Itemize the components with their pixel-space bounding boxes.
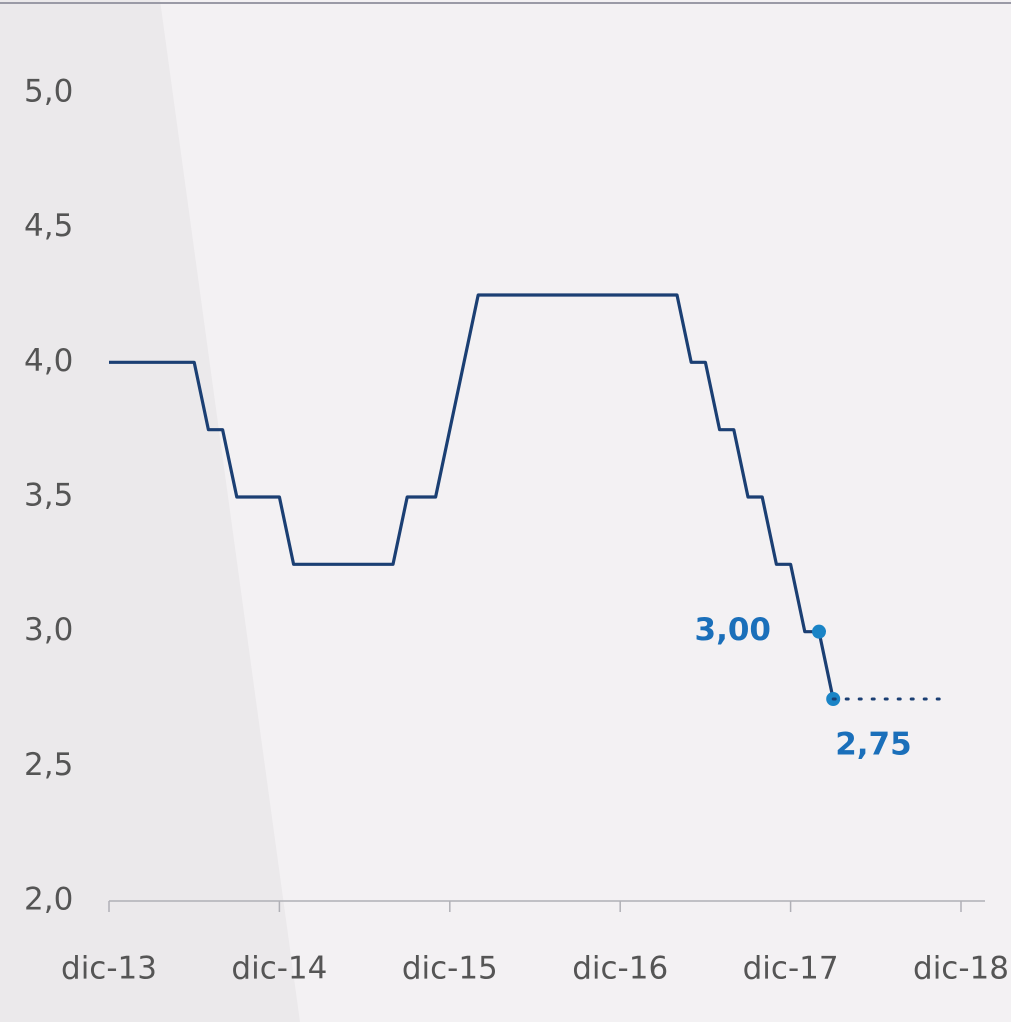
line [109, 293, 835, 700]
x-tick-label: dic-14 [231, 951, 327, 987]
y-tick-label: 4,5 [24, 208, 73, 244]
x-tick-label: dic-13 [61, 951, 157, 987]
x-tick-label: dic-18 [913, 951, 1009, 987]
shade [0, 0, 300, 1022]
y-tick-label: 4,0 [24, 343, 73, 379]
y-tick-label: 5,0 [24, 74, 73, 110]
x-tick-label: dic-16 [572, 951, 668, 987]
data-label: 2,75 [835, 727, 912, 763]
y-tick-label: 2,5 [24, 747, 73, 783]
x-tick-label: dic-15 [402, 951, 498, 987]
y-tick-label: 3,5 [24, 478, 73, 514]
x-tick-label: dic-17 [743, 951, 839, 987]
point [812, 624, 826, 639]
data-label: 3,00 [695, 612, 772, 648]
y-tick-label: 3,0 [24, 612, 73, 648]
y-tick-label: 2,0 [24, 882, 73, 918]
